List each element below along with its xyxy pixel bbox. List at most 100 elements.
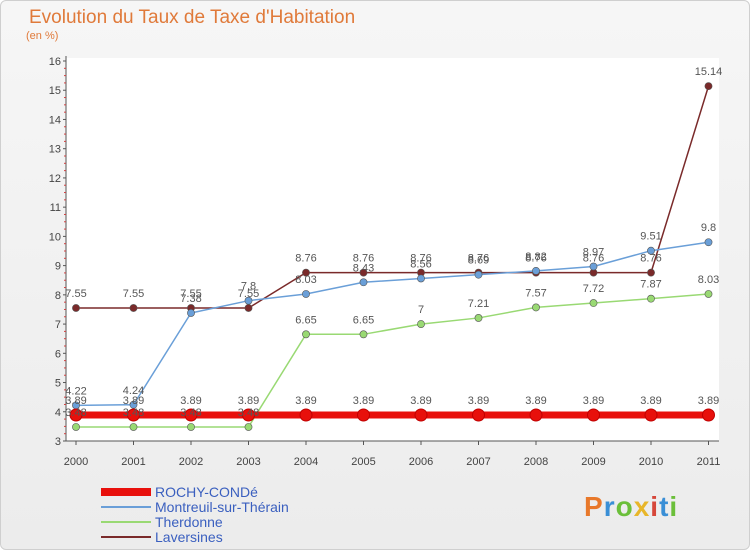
data-label: 3.89 [640, 395, 661, 407]
data-label: 8.03 [295, 274, 316, 286]
series-line-2 [76, 293, 709, 428]
data-point [644, 408, 658, 422]
legend-swatch [101, 520, 151, 523]
data-label: 3.48 [65, 407, 86, 419]
data-point [704, 238, 713, 247]
data-point [704, 290, 713, 298]
x-tick-label: 2009 [581, 456, 605, 468]
data-point [529, 408, 543, 422]
data-point [302, 330, 310, 339]
y-tick-label: 16 [49, 56, 61, 68]
x-tick-label: 2002 [179, 456, 203, 468]
legend-swatch [101, 505, 151, 508]
data-point [129, 304, 138, 312]
data-point [647, 294, 655, 303]
data-label: 7.55 [65, 288, 86, 300]
x-tick-label: 2001 [121, 456, 145, 468]
data-point [647, 246, 655, 255]
data-point [359, 268, 368, 277]
y-tick-label: 13 [49, 144, 61, 156]
data-label: 7 [418, 304, 424, 316]
data-point [302, 290, 310, 298]
data-point [244, 296, 253, 305]
data-label: 3.48 [180, 407, 201, 419]
data-label: 3.89 [295, 395, 316, 407]
data-label: 3.89 [525, 395, 546, 407]
legend-item: Montreuil-sur-Thérain [101, 499, 289, 515]
data-label: 7.21 [468, 298, 489, 310]
data-label: 3.48 [123, 407, 144, 419]
data-point [474, 270, 483, 279]
data-label: 7.38 [180, 293, 201, 305]
y-tick-label: 12 [49, 173, 61, 185]
legend-label: Therdonne [155, 513, 223, 530]
series-line-3 [76, 85, 710, 309]
legend-swatch [101, 487, 151, 496]
data-label: 15.14 [695, 66, 723, 78]
data-point [414, 408, 428, 422]
data-point [244, 423, 253, 431]
data-point [127, 408, 140, 422]
data-point [129, 400, 138, 409]
legend-item: Therdonne [101, 513, 289, 530]
data-point [472, 408, 485, 422]
y-tick-label: 4 [55, 407, 61, 419]
data-point [702, 408, 715, 422]
data-point [417, 320, 425, 328]
data-point [704, 82, 713, 91]
brand-letter: r [603, 491, 616, 522]
data-label: 3.89 [180, 395, 201, 407]
data-point [532, 266, 540, 275]
brand-letter: o [615, 491, 634, 522]
data-point [417, 274, 425, 283]
x-tick-label: 2006 [409, 456, 433, 468]
data-label: 7.55 [238, 288, 259, 300]
brand-letter: x [633, 491, 651, 522]
brand-letter: i [650, 491, 660, 522]
data-label: 8.97 [583, 246, 604, 258]
data-label: 8.76 [583, 253, 604, 265]
data-point [359, 278, 368, 287]
data-label: 8.76 [295, 253, 316, 265]
x-tick-label: 2011 [697, 456, 721, 468]
data-point [357, 408, 370, 422]
x-tick-label: 2007 [466, 456, 490, 468]
y-tick-label: 11 [50, 202, 61, 214]
y-tick-label: 9 [55, 261, 61, 273]
data-label: 8.56 [410, 258, 431, 270]
data-label: 3.89 [698, 395, 719, 407]
data-label: 6.65 [295, 314, 316, 326]
data-label: 8.76 [353, 253, 374, 265]
legend-label: ROCHY-CONDé [155, 483, 258, 500]
data-label: 3.89 [353, 395, 374, 407]
legend-item: Laversines [101, 528, 289, 545]
y-tick-label: 15 [49, 85, 61, 97]
data-label: 4.22 [65, 385, 86, 397]
y-tick-label: 10 [49, 231, 61, 243]
brand-letter: i [669, 491, 679, 522]
legend-label: Laversines [155, 528, 223, 545]
data-point [244, 304, 253, 312]
data-point [72, 304, 80, 312]
data-point [242, 408, 255, 422]
data-label: 6.65 [353, 314, 374, 326]
data-label: 3.89 [410, 395, 431, 407]
data-point [69, 408, 83, 422]
y-tick-label: 6 [55, 348, 61, 360]
data-point [187, 423, 195, 431]
data-point [589, 299, 598, 307]
chart-plot: 3 4 5 6 7 8 9 10 11 12 13 14 15 16 2000 2001 2002 2003 200… [49, 56, 723, 468]
data-label: 7.55 [180, 288, 201, 300]
data-label: 3.89 [583, 395, 604, 407]
data-label: 8.82 [525, 251, 546, 263]
y-tick-label: 5 [55, 378, 61, 390]
data-label: 7.57 [525, 287, 546, 299]
data-label: 3.89 [65, 395, 86, 407]
data-label: 8.69 [468, 255, 489, 267]
chart-legend: ROCHY-CONDé Montreuil-sur-Thérain Therdonn… [101, 483, 289, 545]
data-label: 3.89 [123, 395, 144, 407]
data-point [359, 330, 368, 339]
x-tick-label: 2008 [524, 456, 548, 468]
data-point [184, 408, 198, 422]
